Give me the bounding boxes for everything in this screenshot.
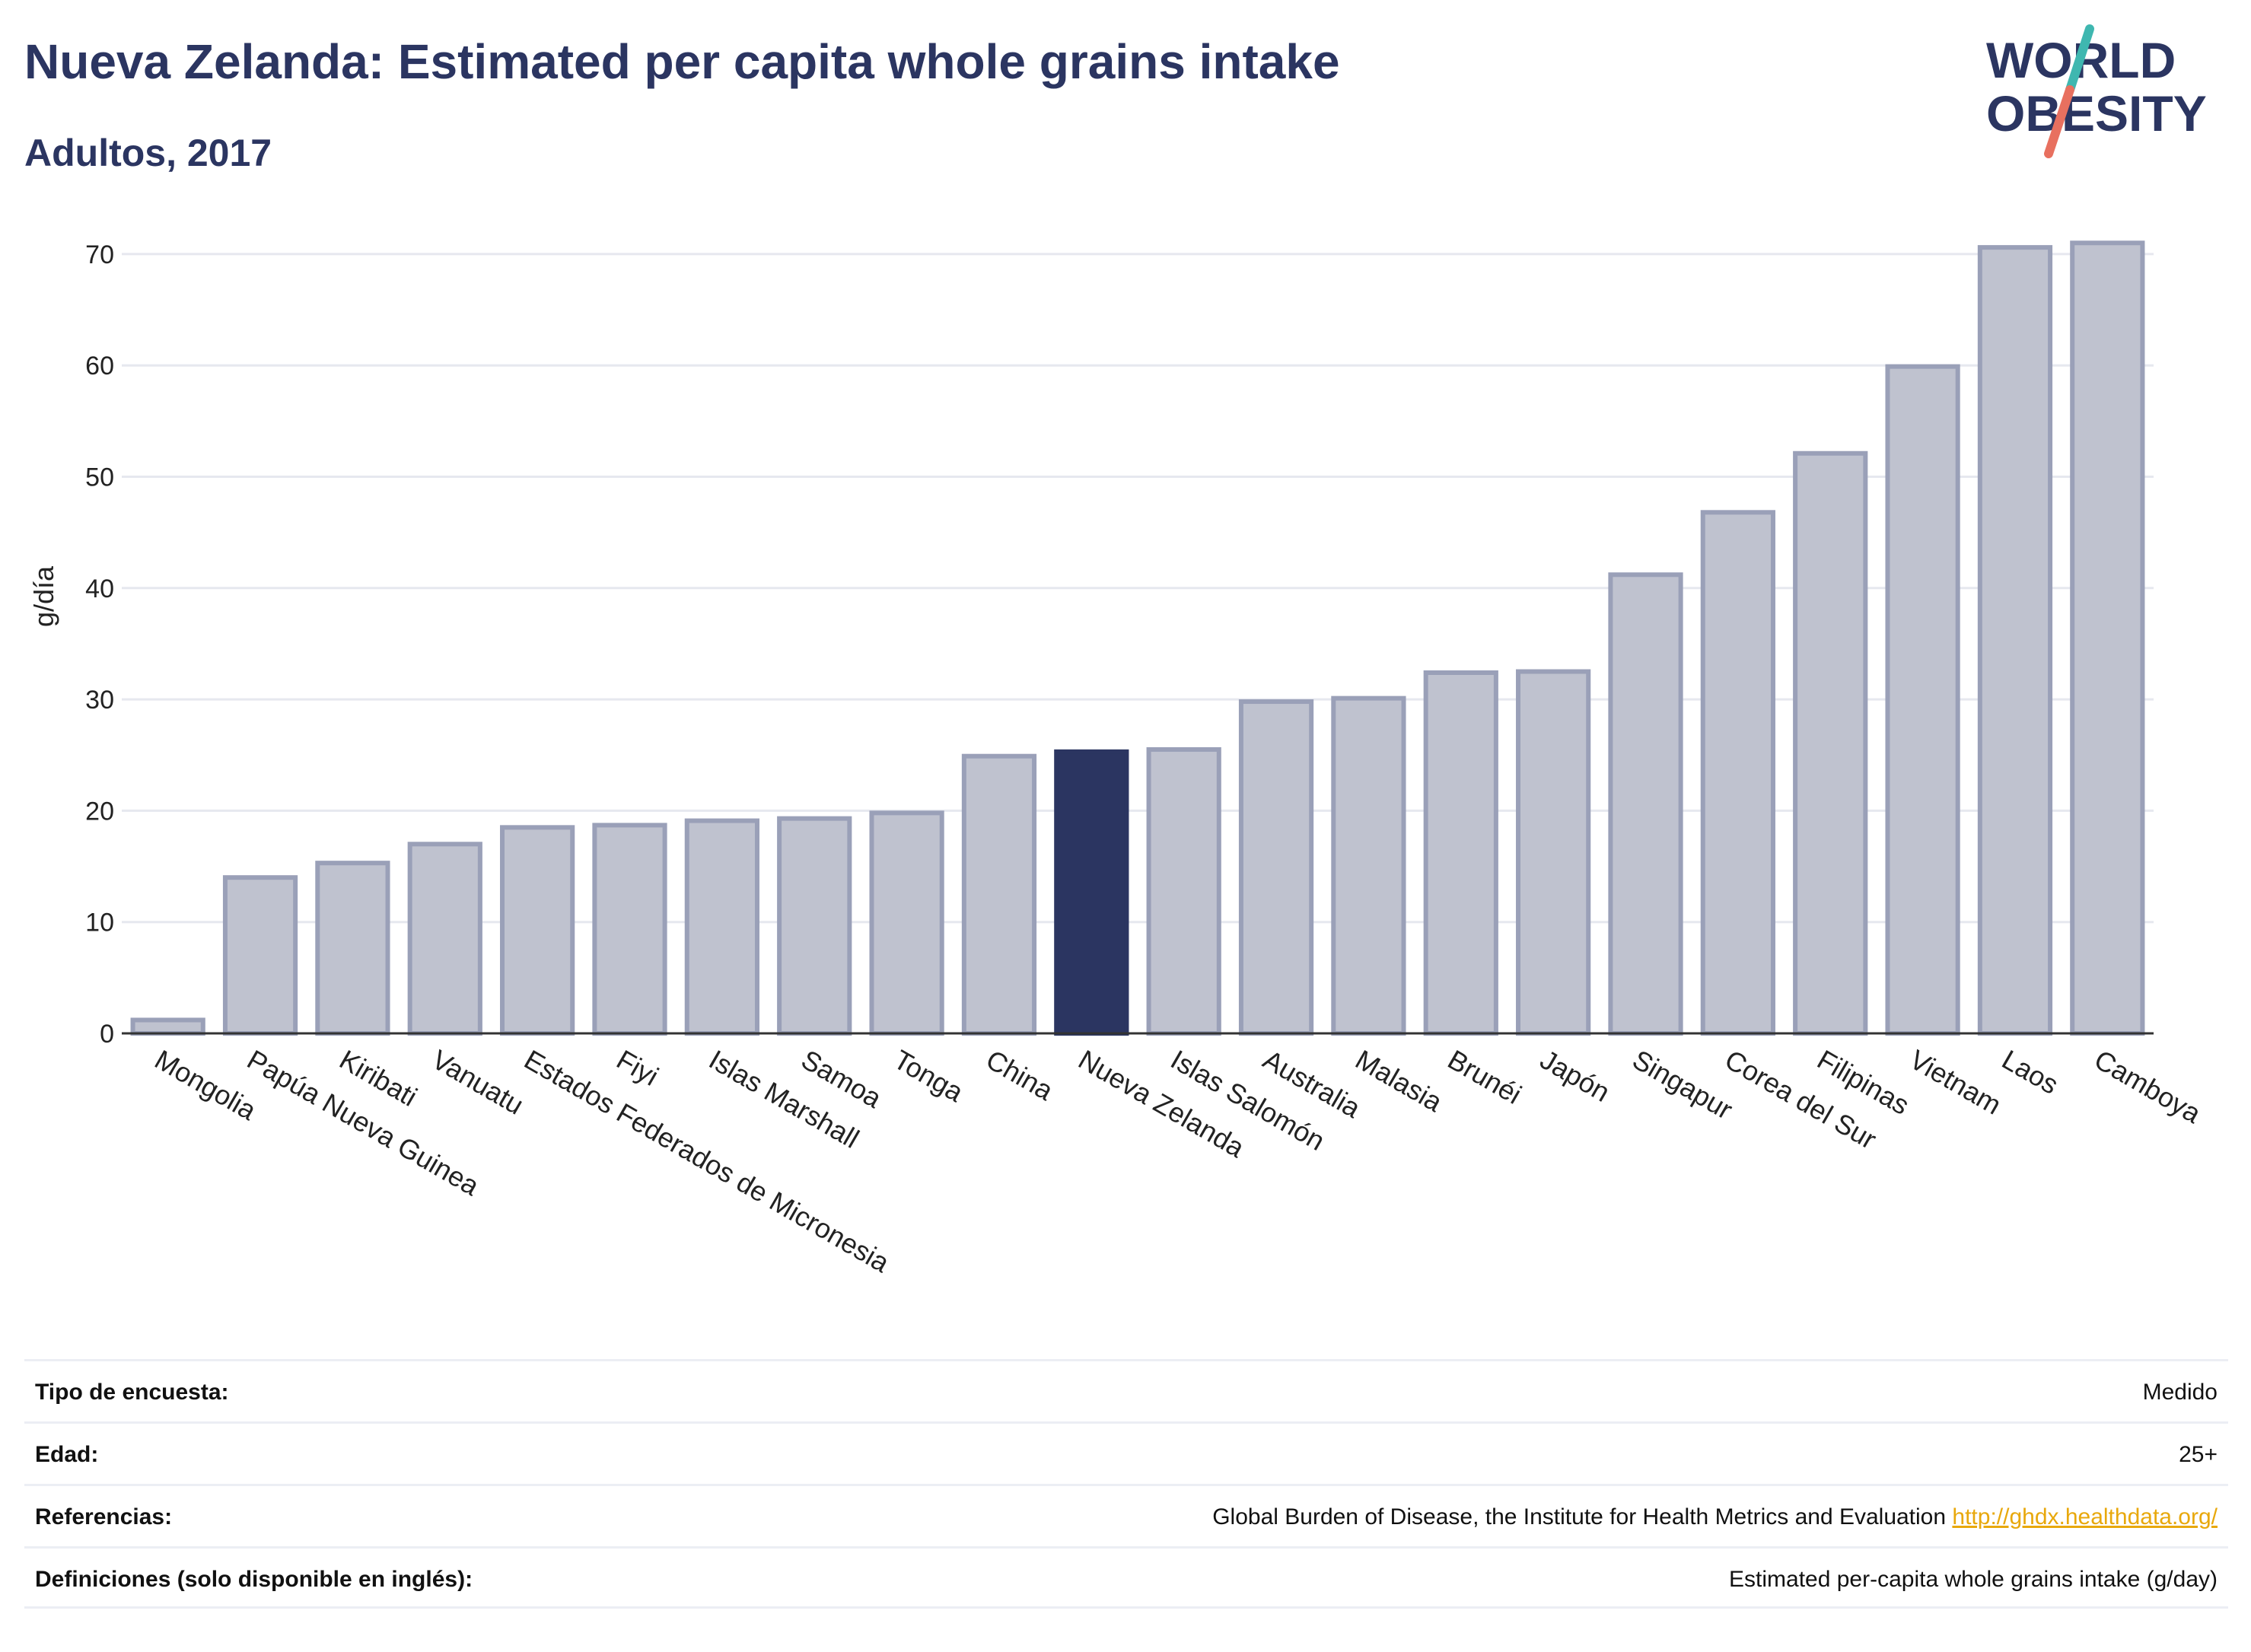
x-tick-label: Laos xyxy=(1997,1043,2064,1100)
bar-islas-marshall[interactable] xyxy=(684,818,759,1036)
info-value: Medido xyxy=(2142,1380,2218,1405)
bar-mongolia[interactable] xyxy=(130,1017,205,1036)
bar-camboya[interactable] xyxy=(2070,240,2145,1036)
bar-australia[interactable] xyxy=(1238,699,1314,1036)
bar-nueva-zelanda[interactable] xyxy=(1054,749,1129,1036)
x-tick-label: Brunéi xyxy=(1443,1043,1527,1110)
info-table: Tipo de encuesta: Medido Edad: 25+ Referenci… xyxy=(24,1359,2228,1609)
info-row: Edad: 25+ xyxy=(24,1421,2228,1484)
info-row: Referencias: Global Burden of Disease, th… xyxy=(24,1484,2228,1546)
reference-link[interactable]: http://ghdx.healthdata.org/ xyxy=(1952,1504,2218,1529)
logo-text-obesity: OBESITY xyxy=(1986,85,2207,142)
x-tick-label: Japón xyxy=(1535,1043,1615,1108)
y-tick-label: 60 xyxy=(85,352,114,380)
y-tick-label: 40 xyxy=(85,575,114,603)
x-tick-label: Malasia xyxy=(1350,1043,1448,1118)
x-tick-label: Vietnam xyxy=(1905,1043,2007,1120)
logo-slash-teal xyxy=(2065,24,2094,94)
bar-laos[interactable] xyxy=(1977,245,2053,1036)
y-tick-labels: 0 10 20 30 40 50 60 70 xyxy=(85,240,114,1049)
info-label: Edad: xyxy=(35,1442,99,1467)
world-obesity-logo: WORLD OBESITY xyxy=(1986,24,2207,158)
bar-papúa-nueva-guinea[interactable] xyxy=(222,875,298,1036)
logo-slash-coral xyxy=(2044,85,2074,158)
bar-tonga[interactable] xyxy=(869,810,944,1036)
info-row: Definiciones (solo disponible en inglés)… xyxy=(24,1546,2228,1609)
y-axis-label: g/día xyxy=(28,565,59,627)
bar-kiribati[interactable] xyxy=(315,861,390,1036)
bar-malasia[interactable] xyxy=(1331,695,1406,1036)
y-tick-label: 0 xyxy=(100,1020,114,1049)
x-tick-label: Fiyi xyxy=(612,1043,664,1092)
bar-brunéi[interactable] xyxy=(1423,670,1498,1036)
bar-samoa[interactable] xyxy=(777,816,852,1036)
info-row: Tipo de encuesta: Medido xyxy=(24,1359,2228,1421)
x-tick-label: Vanuatu xyxy=(427,1043,529,1120)
chart-subtitle: Adultos, 2017 xyxy=(24,132,272,174)
y-tick-label: 10 xyxy=(85,909,114,937)
info-value: Estimated per-capita whole grains intake… xyxy=(1729,1567,2218,1592)
bar-islas-salomón[interactable] xyxy=(1146,746,1221,1036)
bar-singapur[interactable] xyxy=(1608,572,1683,1036)
y-tick-label: 50 xyxy=(85,463,114,492)
info-label: Definiciones (solo disponible en inglés)… xyxy=(35,1567,473,1592)
bars xyxy=(130,240,2145,1036)
x-tick-label: Tonga xyxy=(889,1043,969,1108)
bar-vietnam[interactable] xyxy=(1885,364,1960,1036)
bar-china[interactable] xyxy=(961,753,1037,1036)
x-tick-label: Singapur xyxy=(1628,1043,1738,1125)
bar-estados-federados-de-micronesia[interactable] xyxy=(500,825,575,1036)
info-label: Tipo de encuesta: xyxy=(35,1380,229,1405)
info-value: Global Burden of Disease, the Institute … xyxy=(1212,1504,2218,1529)
info-label: Referencias: xyxy=(35,1504,173,1529)
bar-corea-del-sur[interactable] xyxy=(1700,510,1775,1036)
y-tick-label: 70 xyxy=(85,240,114,269)
x-tick-label: Camboya xyxy=(2089,1043,2207,1129)
chart-title: Nueva Zelanda: Estimated per capita whol… xyxy=(24,34,1340,89)
bar-japón[interactable] xyxy=(1516,669,1591,1036)
y-tick-label: 20 xyxy=(85,797,114,826)
bar-fiyi[interactable] xyxy=(592,823,667,1036)
x-tick-label: Mongolia xyxy=(150,1043,263,1126)
bar-vanuatu[interactable] xyxy=(407,842,482,1036)
x-tick-label: China xyxy=(981,1043,1059,1106)
bar-filipinas[interactable] xyxy=(1793,450,1868,1036)
info-value: 25+ xyxy=(2179,1442,2218,1467)
y-tick-label: 30 xyxy=(85,686,114,715)
